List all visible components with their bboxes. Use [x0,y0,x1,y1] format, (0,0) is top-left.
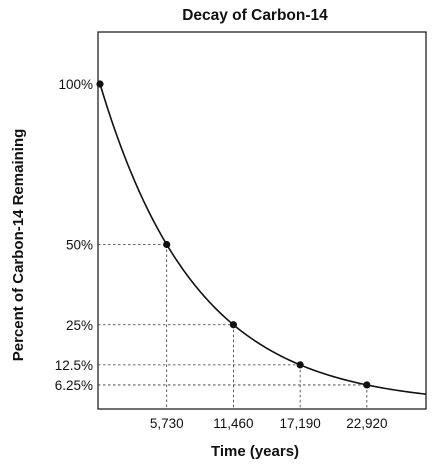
y-tick-label-2: 50% [66,238,93,253]
x-tick-label-3: 17,190 [279,416,320,431]
data-point-3 [229,321,238,329]
x-tick-label-1: 5,730 [150,416,184,431]
x-tick-labels: 5,730 11,460 17,190 22,920 [150,416,388,431]
data-point-4 [296,361,304,369]
x-tick-label-2: 11,460 [213,416,253,431]
y-tick-label-1: 100% [58,77,93,92]
chart-title: Decay of Carbon-14 [182,7,328,24]
data-point-5 [363,381,371,389]
y-tick-label-4: 12.5% [55,358,93,373]
y-tick-label-5: 6.25% [55,378,93,393]
x-tick-label-4: 22,920 [346,416,387,431]
data-point-1 [96,80,104,88]
data-point-2 [163,240,171,249]
y-tick-labels: 100% 50% 25% 12.5% 6.25% [55,77,93,393]
y-axis-title: Percent of Carbon-14 Remaining [10,129,27,362]
guide-lines [98,244,368,409]
x-axis-title: Time (years) [211,443,299,460]
data-points [96,80,371,389]
decay-curve [99,83,427,395]
y-tick-label-3: 25% [66,318,93,333]
plot-frame [97,31,427,410]
